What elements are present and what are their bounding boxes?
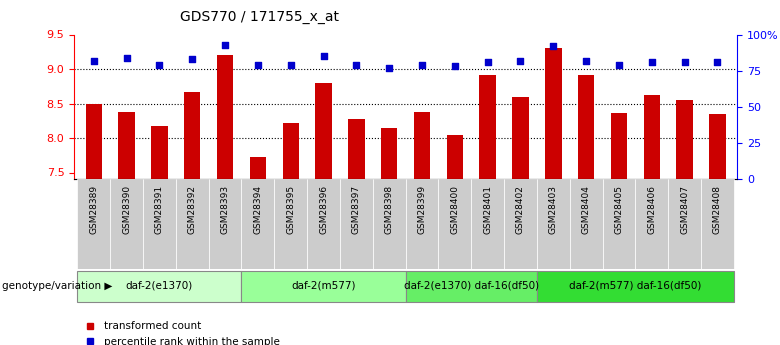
Bar [537, 271, 734, 302]
Text: daf-2(e1370): daf-2(e1370) [126, 281, 193, 290]
Legend: transformed count, percentile rank within the sample: transformed count, percentile rank withi… [80, 322, 280, 345]
Point [120, 55, 133, 60]
Bar [209, 179, 242, 269]
Text: GSM28402: GSM28402 [516, 185, 525, 234]
Bar [282, 123, 299, 179]
Text: GSM28391: GSM28391 [155, 185, 164, 234]
Point [186, 56, 198, 62]
Text: GSM28389: GSM28389 [89, 185, 98, 234]
Bar [438, 179, 471, 269]
Text: GSM28407: GSM28407 [680, 185, 689, 234]
Bar [512, 97, 529, 179]
Bar [602, 179, 636, 269]
Bar [447, 135, 463, 179]
Bar [242, 271, 406, 302]
Text: GSM28404: GSM28404 [582, 185, 590, 234]
Bar [77, 179, 110, 269]
Text: GSM28395: GSM28395 [286, 185, 295, 234]
Bar [373, 179, 406, 269]
Bar [480, 75, 496, 179]
Bar [471, 179, 504, 269]
Bar [406, 179, 438, 269]
Point [448, 63, 461, 69]
Point [87, 58, 100, 63]
Bar [275, 179, 307, 269]
Text: GSM28406: GSM28406 [647, 185, 656, 234]
Text: GSM28400: GSM28400 [450, 185, 459, 234]
Text: GSM28397: GSM28397 [352, 185, 361, 234]
Bar [569, 179, 602, 269]
Bar [611, 113, 627, 179]
Bar [578, 75, 594, 179]
Text: GSM28399: GSM28399 [417, 185, 427, 234]
Bar [315, 83, 332, 179]
Point [711, 59, 724, 65]
Bar [77, 271, 242, 302]
Text: daf-2(m577) daf-16(df50): daf-2(m577) daf-16(df50) [569, 281, 701, 290]
Bar [636, 179, 668, 269]
Point [679, 59, 691, 65]
Point [580, 58, 592, 63]
Bar [307, 179, 340, 269]
Bar [340, 179, 373, 269]
Bar [381, 128, 397, 179]
Bar [250, 157, 266, 179]
Bar [414, 112, 431, 179]
Point [416, 62, 428, 68]
Bar [242, 179, 275, 269]
Bar [537, 179, 569, 269]
Text: GSM28401: GSM28401 [483, 185, 492, 234]
Text: daf-2(m577): daf-2(m577) [291, 281, 356, 290]
Bar [406, 271, 537, 302]
Bar [504, 179, 537, 269]
Point [350, 62, 363, 68]
Text: GDS770 / 171755_x_at: GDS770 / 171755_x_at [180, 10, 339, 24]
Point [481, 59, 494, 65]
Bar [348, 119, 364, 179]
Text: GSM28392: GSM28392 [188, 185, 197, 234]
Point [219, 42, 232, 47]
Text: GSM28408: GSM28408 [713, 185, 722, 234]
Point [252, 62, 264, 68]
Bar [110, 179, 143, 269]
Text: genotype/variation ▶: genotype/variation ▶ [2, 281, 112, 290]
Point [153, 62, 165, 68]
Bar [545, 48, 562, 179]
Point [514, 58, 526, 63]
Text: GSM28405: GSM28405 [615, 185, 623, 234]
Text: GSM28398: GSM28398 [385, 185, 394, 234]
Text: GSM28403: GSM28403 [549, 185, 558, 234]
Point [317, 53, 330, 59]
Text: GSM28394: GSM28394 [254, 185, 262, 234]
Bar [217, 55, 233, 179]
Text: GSM28390: GSM28390 [122, 185, 131, 234]
Text: daf-2(e1370) daf-16(df50): daf-2(e1370) daf-16(df50) [404, 281, 539, 290]
Text: GSM28393: GSM28393 [221, 185, 229, 234]
Point [613, 62, 626, 68]
Bar [676, 100, 693, 179]
Point [285, 62, 297, 68]
Point [646, 59, 658, 65]
Bar [143, 179, 176, 269]
Bar [184, 92, 200, 179]
Bar [701, 179, 734, 269]
Bar [176, 179, 209, 269]
Bar [119, 112, 135, 179]
Bar [151, 126, 168, 179]
Point [547, 43, 559, 49]
Point [383, 65, 395, 71]
Bar [86, 104, 102, 179]
Bar [644, 95, 660, 179]
Bar [709, 114, 725, 179]
Bar [668, 179, 701, 269]
Text: GSM28396: GSM28396 [319, 185, 328, 234]
